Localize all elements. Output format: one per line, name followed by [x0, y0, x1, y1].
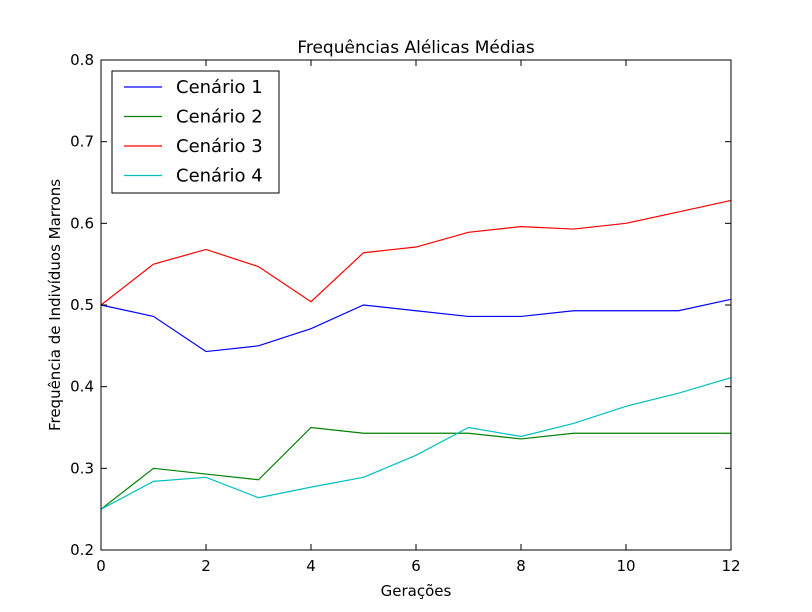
x-tick-label: 6 — [411, 557, 421, 575]
y-axis-label: Frequência de Indivíduos Marrons — [46, 179, 64, 431]
y-tick-label: 0.6 — [70, 214, 94, 232]
series-line-4 — [100, 377, 732, 510]
y-tick-label: 0.4 — [70, 378, 94, 396]
x-tick-label: 10 — [616, 557, 635, 575]
y-tick-label: 0.2 — [70, 541, 94, 559]
legend-label-3: Cenário 3 — [176, 136, 263, 157]
x-tick-label: 0 — [96, 557, 106, 575]
x-axis-label: Gerações — [381, 582, 452, 600]
x-tick-label: 2 — [201, 557, 211, 575]
y-tick-label: 0.5 — [70, 296, 94, 314]
y-tick-label: 0.8 — [70, 51, 94, 69]
series-line-2 — [100, 426, 731, 510]
legend-label-2: Cenário 2 — [176, 107, 263, 128]
series-line-3 — [100, 199, 732, 306]
x-tick-label: 8 — [516, 557, 526, 575]
series-layer — [100, 199, 732, 510]
ticks-layer: 0 2 4 6 8 10 12 0.2 0.3 0.4 0.5 0.6 0.7 0.8 — [70, 51, 740, 575]
series-line-1 — [100, 298, 732, 353]
y-tick-label: 0.3 — [70, 459, 94, 477]
legend-label-4: Cenário 4 — [176, 166, 263, 187]
legend: Cenário 1 Cenário 2 Cenário 3 Cenário 4 — [111, 70, 280, 194]
x-tick-label: 12 — [721, 557, 740, 575]
legend-label-1: Cenário 1 — [176, 77, 263, 98]
y-tick-label: 0.7 — [70, 133, 94, 151]
x-tick-label: 4 — [306, 557, 316, 575]
legend-box — [111, 70, 280, 194]
chart-title: Frequências Alélicas Médias — [297, 38, 535, 58]
